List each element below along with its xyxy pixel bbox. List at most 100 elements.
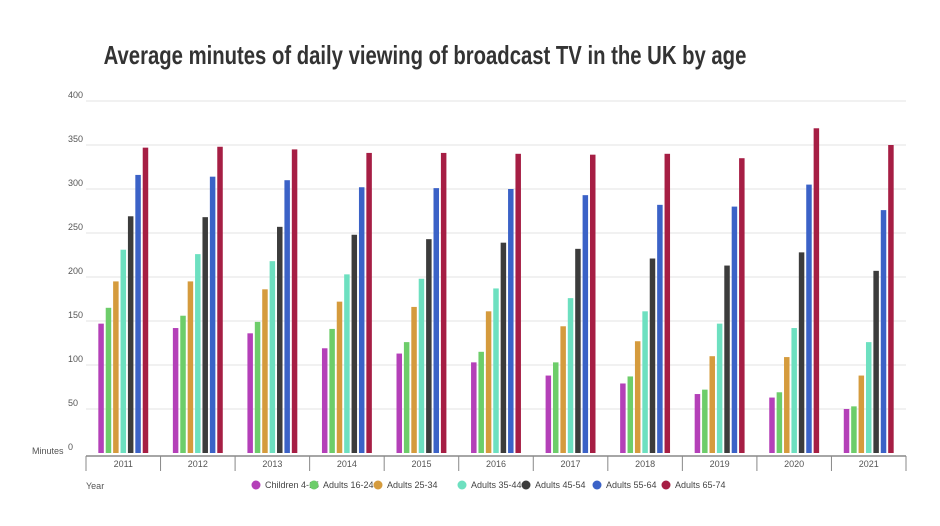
- legend-label: Adults 35-44: [471, 480, 522, 490]
- legend-swatch: [309, 480, 319, 490]
- bar: [657, 204, 663, 453]
- bar: [567, 298, 574, 453]
- bar: [336, 301, 343, 453]
- bar: [135, 174, 141, 454]
- legend-swatch: [661, 480, 671, 490]
- bar: [344, 274, 350, 453]
- x-tick-label: 2021: [859, 459, 879, 469]
- bar: [500, 242, 507, 453]
- x-tick-label: 2019: [710, 459, 730, 469]
- legend: Children 4-15 Adults 16-24 Adults 25-34 Adu…: [251, 480, 726, 490]
- legend-swatch: [592, 480, 602, 490]
- x-tick-label: 2017: [561, 459, 581, 469]
- bar: [798, 252, 805, 453]
- y-tick-label: 200: [68, 266, 83, 276]
- bar: [485, 311, 492, 453]
- x-tick-label: 2018: [635, 459, 655, 469]
- y-tick-label: 50: [68, 398, 78, 408]
- bar: [202, 217, 208, 453]
- bar: [127, 216, 134, 453]
- y-tick-label: 0: [68, 442, 73, 452]
- bar: [560, 326, 566, 453]
- bar: [791, 328, 797, 453]
- y-tick-label: 300: [68, 178, 83, 188]
- x-tick-label: 2014: [337, 459, 357, 469]
- bar: [247, 333, 253, 453]
- x-axis: 2011 2012 2013 2014 2015 2016 2017 2018 2019 2020…: [85, 455, 907, 471]
- bar: [366, 152, 372, 454]
- x-axis-label: Year: [86, 481, 104, 491]
- bar: [784, 357, 790, 453]
- bar: [277, 226, 283, 453]
- bar: [880, 210, 887, 453]
- bar: [806, 184, 812, 453]
- legend-label: Adults 16-24: [323, 480, 374, 490]
- bar: [545, 375, 552, 453]
- x-tick-label: 2016: [486, 459, 506, 469]
- y-tick-label: 400: [68, 90, 83, 100]
- bar: [709, 356, 715, 453]
- bar: [418, 278, 425, 453]
- x-tick-label: 2012: [188, 459, 208, 469]
- x-tick-label: 2015: [411, 459, 431, 469]
- bar: [269, 261, 276, 453]
- bar: [172, 328, 179, 453]
- bar: [120, 249, 127, 453]
- y-tick-label: 150: [68, 310, 83, 320]
- legend-label: Adults 55-64: [606, 480, 657, 490]
- bar: [731, 206, 738, 453]
- bar: [321, 348, 328, 453]
- x-tick-label: 2013: [262, 459, 282, 469]
- bar: [620, 383, 626, 453]
- bar: [575, 248, 581, 453]
- bar: [702, 389, 708, 453]
- bar: [142, 147, 149, 453]
- bar: [664, 153, 671, 454]
- legend-label: Adults 65-74: [675, 480, 726, 490]
- bar: [508, 189, 514, 453]
- bar: [813, 128, 820, 453]
- x-tick-label: 2011: [114, 459, 133, 469]
- legend-label: Adults 25-34: [387, 480, 438, 490]
- y-tick-label: 250: [68, 222, 83, 232]
- y-tick-label: 100: [68, 354, 83, 364]
- bar: [724, 265, 730, 453]
- x-tick-label: 2020: [784, 459, 804, 469]
- bar: [329, 328, 335, 453]
- bar: [716, 323, 723, 453]
- bar: [284, 180, 290, 453]
- legend-swatch: [457, 480, 467, 490]
- bar: [739, 158, 745, 453]
- bar: [433, 188, 440, 453]
- bar: [873, 270, 879, 453]
- bar: [776, 392, 783, 453]
- bar: [582, 195, 589, 453]
- bar: [403, 342, 410, 453]
- bar: [858, 375, 865, 453]
- legend-swatch: [373, 480, 383, 490]
- bar: [471, 362, 477, 453]
- bar: [649, 258, 656, 453]
- bar: [187, 281, 194, 453]
- bar: [209, 176, 216, 453]
- bar: [113, 281, 119, 453]
- bar: [589, 154, 596, 453]
- bar: [98, 323, 104, 453]
- bar: [254, 321, 261, 453]
- bar: [440, 152, 447, 454]
- y-axis-ticks: 0 50 100 150 200 250 300 350 400: [68, 90, 83, 452]
- legend-swatch: [521, 480, 531, 490]
- bar: [262, 289, 268, 453]
- bar: [411, 306, 417, 453]
- bar: [426, 239, 432, 453]
- bar: [843, 409, 850, 453]
- bar: [515, 153, 521, 454]
- chart-title: Average minutes of daily viewing of broa…: [103, 40, 747, 70]
- bar: [627, 376, 634, 453]
- bar: [358, 187, 365, 454]
- bar: [396, 353, 403, 453]
- bar: [291, 149, 298, 453]
- bar: [552, 362, 559, 453]
- bar: [105, 307, 112, 453]
- bar: [851, 406, 857, 453]
